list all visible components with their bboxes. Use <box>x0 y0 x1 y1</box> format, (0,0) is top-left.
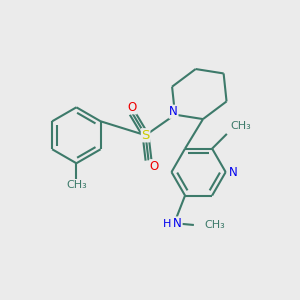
Text: N: N <box>229 166 238 178</box>
Text: O: O <box>128 101 137 114</box>
Text: CH₃: CH₃ <box>230 121 251 131</box>
Text: N: N <box>169 105 178 118</box>
Text: H: H <box>163 218 172 229</box>
Text: N: N <box>173 217 182 230</box>
Text: CH₃: CH₃ <box>204 220 225 230</box>
Text: O: O <box>150 160 159 173</box>
Text: S: S <box>141 129 150 142</box>
Text: CH₃: CH₃ <box>66 180 87 190</box>
